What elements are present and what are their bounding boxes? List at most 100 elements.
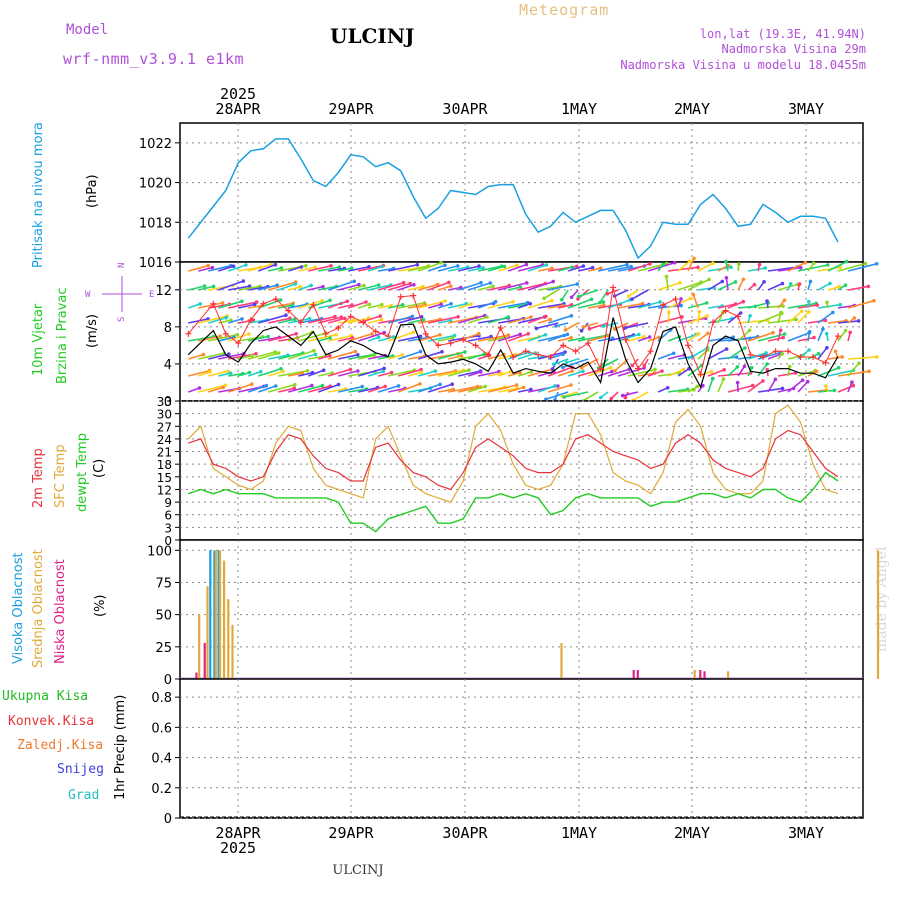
wind-arrow-head <box>737 262 741 266</box>
wind-arrow-head <box>463 350 467 354</box>
wind-arrow <box>627 335 645 342</box>
temp-tick-label: 15 <box>157 471 172 485</box>
wind-gust-marker <box>510 353 517 360</box>
wind-arrow-head <box>380 302 384 307</box>
wind-arrow <box>757 363 768 377</box>
wind-gust-marker <box>385 333 392 340</box>
wind-arrow <box>837 370 870 377</box>
wind-arrow <box>847 263 877 272</box>
wind-arrow <box>328 334 352 342</box>
wind-arrow <box>338 337 353 342</box>
wind-arrow-head <box>493 299 498 304</box>
wind-arrow <box>338 283 360 291</box>
wind-gust-marker <box>260 300 267 307</box>
wind-arrow-head <box>258 369 263 374</box>
wind-arrow-head <box>450 382 455 387</box>
wind-arrow-head <box>357 282 361 287</box>
wind-arrow-head <box>816 351 821 356</box>
wind-arrow <box>687 315 708 324</box>
wind-arrow <box>737 329 751 342</box>
wind-arrow-head <box>396 384 401 388</box>
cloud-tick-label: 0 <box>164 673 172 688</box>
wind-arrow <box>368 370 384 377</box>
wind-arrow-head <box>625 262 629 267</box>
wind-arrow <box>338 385 363 393</box>
wind-arrow <box>527 315 547 324</box>
wind-arrow <box>228 264 247 272</box>
wind-arrow-head <box>459 354 464 358</box>
wind-arrow-head <box>328 298 332 303</box>
wind-arrow <box>487 316 509 324</box>
wind-arrow <box>218 352 244 360</box>
mid-cloud-bar <box>214 550 217 679</box>
wind-gust-marker <box>447 340 454 347</box>
wind-arrow <box>727 384 753 393</box>
wind-arrow <box>787 332 810 342</box>
wind-gust-marker <box>835 333 842 340</box>
wind-arrow <box>507 316 532 324</box>
wind-arrow <box>567 298 592 309</box>
wind-arrow-head <box>803 260 808 265</box>
wind-arrow <box>567 265 584 272</box>
wind-arrow <box>767 353 782 360</box>
wind-gust-marker <box>597 365 604 372</box>
wind-arrow <box>278 283 296 291</box>
wind-arrow-head <box>696 265 700 270</box>
wind-arrow-head <box>840 355 844 359</box>
wind-arrow-head <box>252 302 257 307</box>
sfc-temp-line <box>187 404 839 503</box>
wind-arrow-head <box>553 384 557 388</box>
wind-arrow <box>557 337 572 342</box>
wind-arrow-head <box>336 382 341 387</box>
wind-arrow <box>408 285 424 291</box>
wind-arrow <box>208 264 231 272</box>
wind-arrow <box>582 391 599 402</box>
temp-tick-label: 18 <box>157 458 172 472</box>
temp-tick-label: 33 <box>157 395 172 409</box>
wind-arrow <box>288 372 303 377</box>
wind-panel: 0 4 8 12 <box>155 256 879 410</box>
wind-arrow-head <box>575 282 580 286</box>
wind-arrow-head <box>227 352 231 356</box>
wind-arrow-head <box>488 281 493 285</box>
wind-arrow <box>188 335 214 342</box>
temp-tick-label: 6 <box>164 509 172 523</box>
temp-tick-label: 21 <box>157 446 172 460</box>
wind-arrow <box>438 351 466 360</box>
wind-arrow <box>837 330 847 342</box>
wind-gust-marker <box>797 353 804 360</box>
wind-arrow <box>367 385 386 393</box>
wind-arrow <box>298 284 312 291</box>
wind-arrow-head <box>642 364 647 368</box>
wind-arrow <box>518 388 532 393</box>
wind-arrow <box>478 334 509 342</box>
wind-arrow <box>258 336 280 342</box>
wind-arrow <box>707 305 723 309</box>
wind-arrow <box>338 304 353 309</box>
wind-arrow-head <box>782 332 787 336</box>
wind-arrow-head <box>724 259 728 264</box>
wind-arrow-head <box>220 301 225 305</box>
wind-arrow <box>388 282 411 291</box>
wind-arrow <box>448 385 478 393</box>
wind-gust-marker <box>697 371 704 378</box>
wind-arrow-head <box>356 353 360 357</box>
wind-arrow <box>637 372 655 377</box>
wind-arrow <box>327 300 348 309</box>
wind-arrow-head <box>381 369 386 374</box>
wind-arrow <box>218 372 231 377</box>
wind-arrow <box>268 267 282 272</box>
wind-arrow-head <box>696 332 701 336</box>
wind-arrow-head <box>807 348 811 352</box>
wind-arrow-head <box>419 367 423 372</box>
wind-arrow-head <box>379 317 384 322</box>
wind-arrow <box>268 383 296 393</box>
wind-arrow <box>817 347 828 360</box>
top-day-labels: 28APR 29APR 30APR 1MAY 2MAY 3MAY <box>215 100 824 118</box>
wind-arrow <box>607 299 631 309</box>
wind-arrow <box>527 264 547 272</box>
wind-arrow-head <box>742 364 747 369</box>
wind-arrow-head <box>579 328 584 333</box>
temp-tick-label: 30 <box>157 408 172 422</box>
wind-arrow-head <box>343 316 347 321</box>
